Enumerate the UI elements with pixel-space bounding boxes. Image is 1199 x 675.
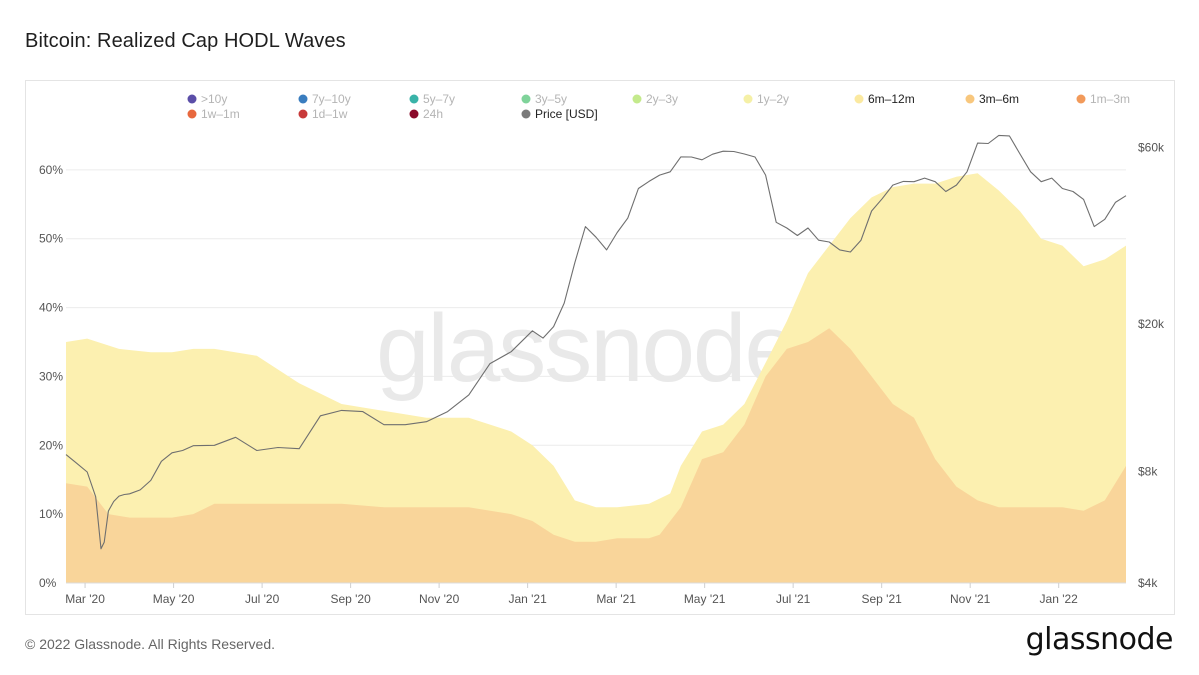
y-right-tick-label: $4k [1138,576,1158,590]
legend-swatch-7 [965,94,975,104]
y-left-tick-label: 60% [39,163,63,177]
x-tick-label: Mar '21 [596,592,636,606]
legend-swatch-6 [854,94,864,104]
legend-item-label: 7y–10y [312,92,351,106]
x-tick-label: Sep '20 [330,592,371,606]
legend-swatch-9 [187,109,197,119]
hodl-waves-chart[interactable]: 0% 10% 20% 30% 40% 50% 60% glassnode $4k $8k $20k $… [26,81,1174,614]
legend-swatch-4 [632,94,642,104]
y-left-tick-label: 40% [39,301,63,315]
y-right-tick-label: $20k [1138,317,1165,331]
legend-item-label: 3m–6m [979,92,1019,106]
legend-item-label: 6m–12m [868,92,915,106]
legend-item-label: 1w–1m [201,107,240,121]
watermark: glassnode [376,295,796,402]
x-tick-label: Sep '21 [862,592,903,606]
x-tick-label: May '21 [684,592,726,606]
legend-swatch-1 [298,94,308,104]
legend-item-label: 1y–2y [757,92,789,106]
legend-item-label: 24h [423,107,443,121]
legend-item-label: 5y–7y [423,92,455,106]
x-tick-label: May '20 [153,592,195,606]
page-title: Bitcoin: Realized Cap HODL Waves [25,30,346,52]
x-tick-label: Jul '20 [245,592,280,606]
y-right-tick-label: $60k [1138,140,1165,154]
y-right-tick-label: $8k [1138,464,1158,478]
x-tick-label: Jan '21 [508,592,547,606]
legend-swatch-10 [298,109,308,119]
legend-swatch-3 [521,94,531,104]
glassnode-logo[interactable]: glassnode [1025,622,1174,657]
copyright-footer: © 2022 Glassnode. All Rights Reserved. [25,636,276,652]
legend-item-label: 2y–3y [646,92,678,106]
y-left-tick-label: 20% [39,438,63,452]
y-left-tick-label: 10% [39,507,63,521]
legend-swatch-2 [409,94,419,104]
x-tick-label: Jul '21 [776,592,811,606]
x-tick-label: Jan '22 [1040,592,1079,606]
legend-item-label: 1m–3m [1090,92,1130,106]
legend-item-label: 1d–1w [312,107,348,121]
y-left-tick-label: 50% [39,232,63,246]
legend-swatch-8 [1076,94,1086,104]
x-tick-label: Nov '21 [950,592,991,606]
legend-item-label: >10y [201,92,227,106]
area-3m-6m [66,328,1126,583]
legend-swatch-12 [521,109,531,119]
y-left-tick-label: 0% [39,576,57,590]
y-left-tick-label: 30% [39,369,63,383]
x-tick-label: Mar '20 [65,592,105,606]
chart-panel: 0% 10% 20% 30% 40% 50% 60% glassnode $4k $8k $20k $… [25,80,1175,615]
legend-item-label: 3y–5y [535,92,567,106]
legend-swatch-5 [743,94,753,104]
price-line [65,134,1127,550]
legend-swatch-11 [409,109,419,119]
x-tick-label: Nov '20 [419,592,460,606]
legend-item-label: Price [USD] [535,107,598,121]
legend-swatch-0 [187,94,197,104]
